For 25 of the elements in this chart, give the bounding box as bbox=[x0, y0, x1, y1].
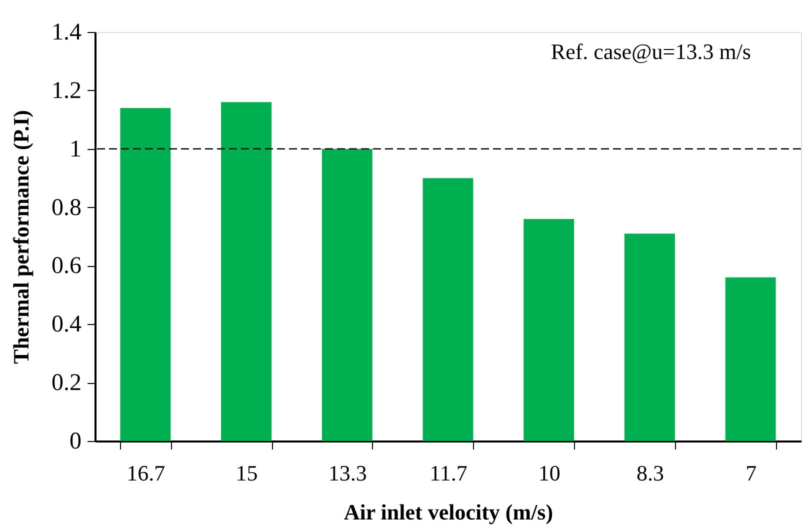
y-axis-title: Thermal performance (P.I) bbox=[8, 110, 34, 364]
y-tick-label: 1.4 bbox=[52, 20, 82, 46]
bar bbox=[524, 218, 574, 441]
bar bbox=[322, 148, 372, 441]
y-tick-label: 0.6 bbox=[52, 253, 82, 280]
x-axis-title: Air inlet velocity (m/s) bbox=[344, 500, 554, 524]
y-tick-label: 0 bbox=[70, 428, 82, 454]
bar bbox=[624, 234, 675, 441]
x-tick-label: 13.3 bbox=[328, 460, 367, 486]
x-tick-label: 10 bbox=[538, 460, 560, 486]
y-tick-label: 1.2 bbox=[52, 78, 82, 104]
x-tick-label: 16.7 bbox=[126, 460, 166, 486]
bar bbox=[422, 178, 474, 441]
y-tick-label: 0.8 bbox=[52, 194, 82, 221]
x-tick-label: 7 bbox=[746, 460, 757, 486]
y-tick-label: 1 bbox=[70, 136, 82, 162]
bar bbox=[725, 277, 776, 441]
y-tick-label: 0.4 bbox=[52, 312, 82, 338]
x-tick-label: 15 bbox=[236, 460, 258, 486]
annotation: Ref. case@u=13.3 m/s bbox=[550, 39, 751, 64]
bar bbox=[221, 102, 272, 441]
x-tick-label: 11.7 bbox=[430, 460, 468, 486]
bar bbox=[120, 108, 171, 441]
y-tick-label: 0.2 bbox=[52, 370, 82, 396]
x-tick-label: 8.3 bbox=[636, 460, 664, 486]
